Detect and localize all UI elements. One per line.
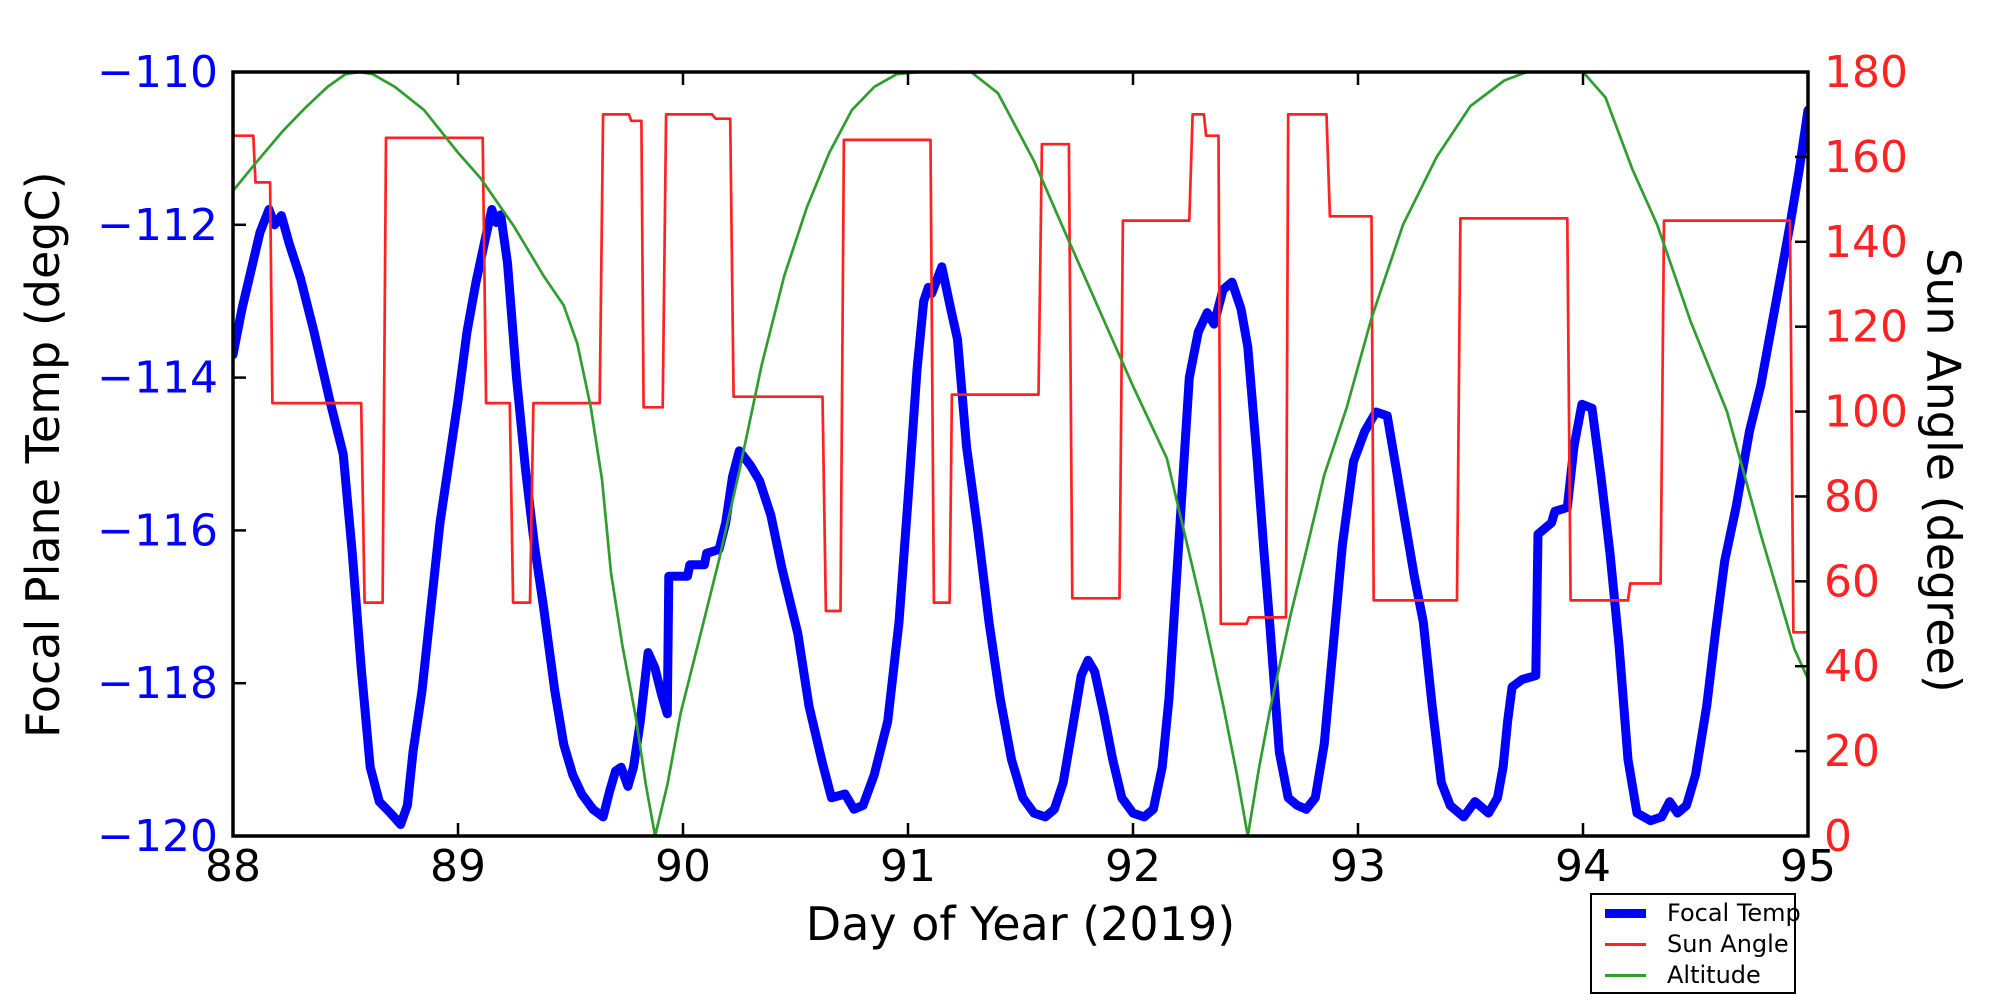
x-axis-title: Day of Year (2019): [805, 897, 1236, 951]
x-tick-label-90: 90: [655, 841, 711, 892]
legend-line-altitude: [1605, 973, 1646, 977]
series-altitude: [233, 72, 1808, 836]
legend-label-altitude: Altitude: [1667, 961, 1761, 989]
series-group: [233, 72, 1808, 836]
x-tick-label-91: 91: [880, 841, 936, 892]
y-right-tick-label-7: 40: [1824, 641, 1880, 692]
x-tick-label-92: 92: [1105, 841, 1161, 892]
x-tick-label-89: 89: [430, 841, 486, 892]
legend-label-sun-angle: Sun Angle: [1667, 930, 1789, 958]
legend-item-altitude: Altitude: [1592, 959, 1794, 991]
legend-item-sun-angle: Sun Angle: [1592, 928, 1794, 960]
x-tick-label-88: 88: [205, 841, 261, 892]
legend-label-focal-temp: Focal Temp: [1667, 899, 1801, 927]
y-left-tick-label-2: −114: [97, 353, 218, 404]
y-right-tick-label-2: 140: [1824, 217, 1908, 268]
y-right-tick-label-1: 160: [1824, 132, 1908, 183]
y-left-tick-label-3: −116: [97, 505, 218, 556]
axes-box: [231, 70, 1810, 838]
y-right-tick-label-5: 80: [1824, 471, 1880, 522]
legend-item-focal-temp: Focal Temp: [1592, 897, 1801, 929]
y-right-tick-label-3: 120: [1824, 302, 1908, 353]
series-focal-temp: [233, 105, 1808, 829]
x-tick-label-94: 94: [1555, 841, 1611, 892]
y-right-tick-label-4: 100: [1824, 387, 1908, 438]
y-left-tick-label-1: −112: [97, 200, 218, 251]
y-axis-title-right: Sun Angle (degree): [1916, 247, 1971, 693]
x-tick-label-95: 95: [1780, 841, 1836, 892]
y-right-tick-label-6: 60: [1824, 556, 1880, 607]
y-left-tick-label-5: −120: [97, 811, 218, 862]
legend-line-focal-temp: [1605, 908, 1646, 918]
y-right-tick-label-0: 180: [1824, 47, 1908, 98]
series-sun-angle: [233, 113, 1808, 634]
y-left-tick-label-0: −110: [97, 47, 218, 98]
y-left-tick-label-4: −118: [97, 658, 218, 709]
x-tick-label-93: 93: [1330, 841, 1386, 892]
y-axis-title-left: Focal Plane Temp (degC): [16, 171, 70, 739]
y-right-tick-label-8: 20: [1824, 726, 1880, 777]
legend-line-sun-angle: [1605, 942, 1646, 946]
legend: Focal Temp Sun Angle Altitude: [1590, 893, 1801, 994]
y-right-tick-label-9: 0: [1824, 811, 1852, 862]
